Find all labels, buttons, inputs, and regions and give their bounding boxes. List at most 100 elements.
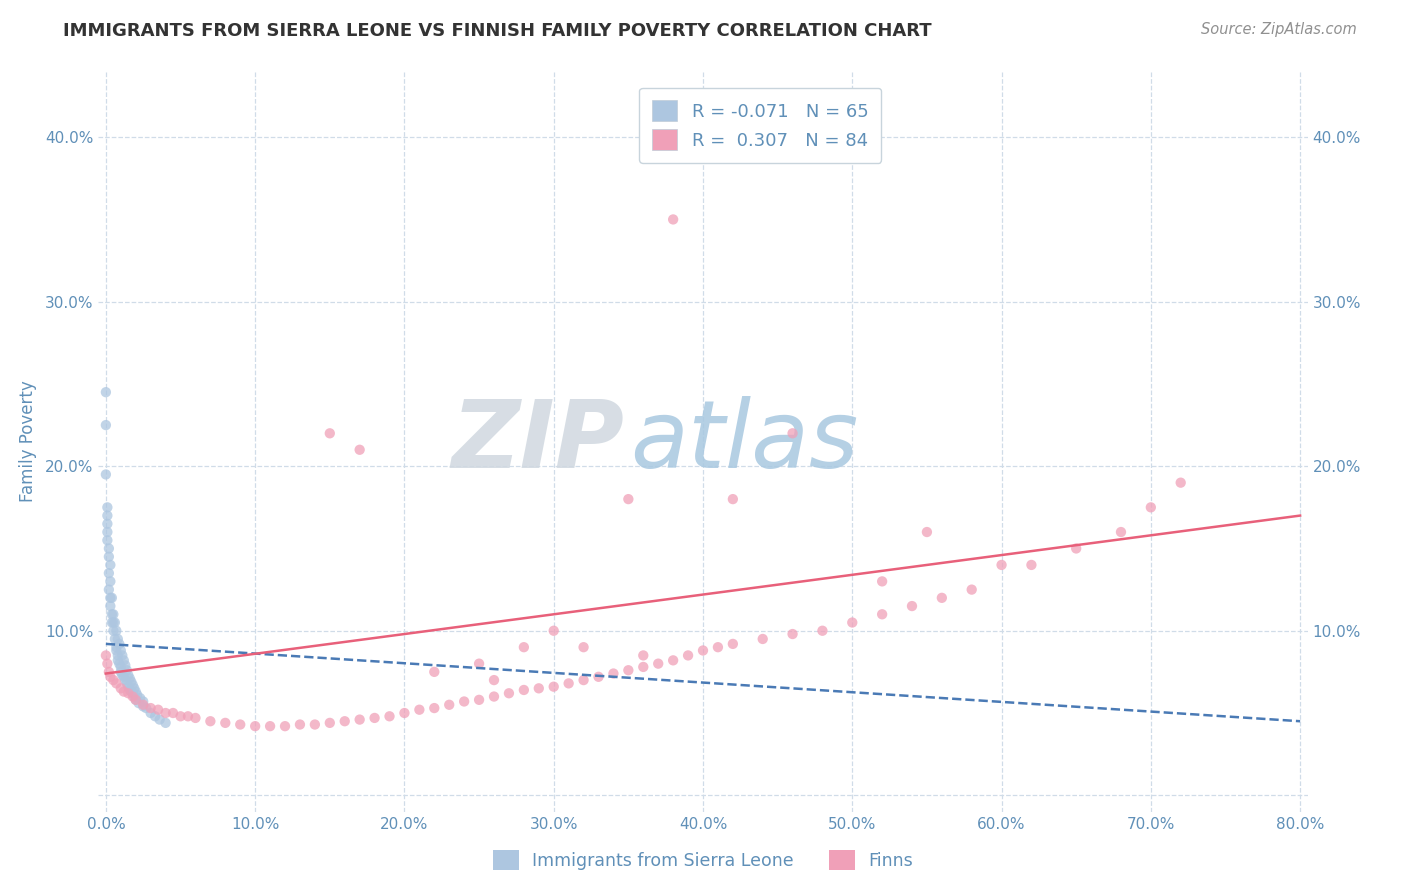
Point	[408, 703, 430, 717]
Point	[931, 591, 953, 605]
Point	[110, 681, 132, 696]
Point	[349, 713, 371, 727]
Point	[617, 663, 640, 677]
Point	[125, 693, 148, 707]
Point	[94, 467, 117, 482]
Point	[117, 686, 139, 700]
Point	[633, 660, 655, 674]
Point	[108, 657, 131, 671]
Point	[101, 615, 124, 630]
Point	[103, 673, 125, 687]
Point	[378, 709, 401, 723]
Point	[96, 516, 118, 531]
Point	[132, 694, 155, 708]
Point	[617, 492, 640, 507]
Point	[115, 663, 138, 677]
Point	[288, 717, 311, 731]
Point	[513, 683, 536, 698]
Point	[101, 591, 124, 605]
Point	[111, 668, 134, 682]
Legend: Immigrants from Sierra Leone, Finns: Immigrants from Sierra Leone, Finns	[484, 841, 922, 879]
Point	[572, 640, 595, 655]
Point	[94, 385, 117, 400]
Point	[110, 665, 132, 679]
Point	[162, 706, 184, 720]
Point	[304, 717, 326, 731]
Point	[97, 541, 120, 556]
Point	[647, 657, 669, 671]
Point	[662, 653, 685, 667]
Point	[120, 684, 142, 698]
Point	[1109, 524, 1132, 539]
Point	[121, 686, 143, 700]
Point	[127, 688, 149, 702]
Point	[104, 615, 127, 630]
Point	[468, 657, 491, 671]
Point	[105, 624, 128, 638]
Point	[960, 582, 983, 597]
Point	[94, 418, 117, 433]
Point	[363, 711, 385, 725]
Point	[468, 693, 491, 707]
Point	[870, 607, 893, 622]
Point	[110, 660, 132, 674]
Point	[841, 615, 863, 630]
Point	[120, 674, 142, 689]
Point	[707, 640, 730, 655]
Point	[97, 665, 120, 679]
Point	[319, 715, 342, 730]
Point	[97, 549, 120, 564]
Point	[143, 709, 166, 723]
Text: IMMIGRANTS FROM SIERRA LEONE VS FINNISH FAMILY POVERTY CORRELATION CHART: IMMIGRANTS FROM SIERRA LEONE VS FINNISH …	[63, 22, 932, 40]
Point	[200, 714, 222, 729]
Point	[513, 640, 536, 655]
Point	[184, 711, 207, 725]
Point	[482, 690, 505, 704]
Point	[588, 670, 610, 684]
Point	[870, 574, 893, 589]
Point	[117, 668, 139, 682]
Point	[146, 703, 169, 717]
Point	[103, 615, 125, 630]
Point	[128, 696, 150, 710]
Point	[333, 714, 356, 729]
Point	[135, 701, 157, 715]
Point	[105, 676, 128, 690]
Point	[125, 693, 148, 707]
Point	[751, 632, 773, 646]
Point	[112, 670, 135, 684]
Point	[259, 719, 281, 733]
Point	[498, 686, 520, 700]
Point	[901, 599, 924, 613]
Point	[96, 524, 118, 539]
Point	[423, 665, 446, 679]
Point	[97, 582, 120, 597]
Point	[721, 492, 744, 507]
Point	[602, 666, 624, 681]
Text: ZIP: ZIP	[451, 395, 624, 488]
Point	[692, 643, 714, 657]
Point	[132, 699, 155, 714]
Point	[98, 599, 121, 613]
Point	[572, 673, 595, 687]
Point	[122, 690, 145, 704]
Point	[101, 607, 124, 622]
Point	[96, 508, 118, 523]
Point	[274, 719, 297, 733]
Point	[139, 706, 162, 720]
Point	[107, 632, 129, 646]
Point	[782, 627, 804, 641]
Point	[108, 637, 131, 651]
Point	[169, 709, 191, 723]
Point	[177, 709, 200, 723]
Point	[149, 713, 172, 727]
Point	[662, 212, 685, 227]
Point	[394, 706, 416, 720]
Point	[111, 648, 134, 663]
Point	[423, 701, 446, 715]
Point	[112, 684, 135, 698]
Point	[721, 637, 744, 651]
Point	[103, 607, 125, 622]
Point	[122, 681, 145, 696]
Point	[453, 694, 475, 708]
